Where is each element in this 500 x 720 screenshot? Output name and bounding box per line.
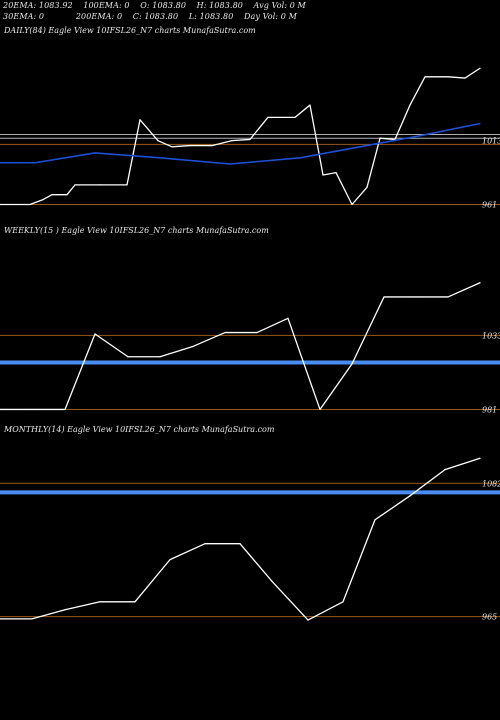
daily-price-line	[0, 67, 481, 206]
daily-price-point	[29, 203, 31, 206]
daily-ema-point	[419, 135, 421, 137]
daily-price-point	[157, 140, 159, 142]
daily-chart: 1013 961	[0, 67, 500, 209]
weekly-price-point	[415, 296, 417, 298]
monthly-price-point	[271, 580, 273, 582]
ema20-readout: 20EMA: 1083.92	[3, 1, 73, 10]
daily-ema-point	[479, 122, 481, 125]
daily-price-point	[294, 116, 296, 118]
weekly-y-tick-label: 1033	[482, 331, 500, 340]
close-readout: C: 1083.80	[132, 12, 179, 21]
ema100-readout: 100EMA: 0	[83, 1, 130, 10]
daily-price-point	[74, 184, 76, 186]
daily-price-point	[366, 186, 368, 188]
weekly-price-point	[287, 317, 289, 319]
weekly-price-point	[319, 408, 321, 411]
daily-ema-line	[0, 122, 481, 165]
daily-ema-point	[94, 152, 96, 154]
weekly-price-point	[127, 356, 129, 358]
day-vol-readout: Day Vol: 0 M	[243, 12, 297, 21]
daily-price-point	[99, 184, 101, 186]
monthly-price-point	[64, 609, 66, 611]
daily-price-point	[42, 198, 44, 201]
daily-price-point	[322, 174, 324, 176]
monthly-price-point	[31, 618, 33, 620]
weekly-price-point	[256, 331, 258, 334]
daily-price-point	[379, 137, 381, 139]
monthly-price-point	[0, 618, 1, 620]
monthly-price-point	[99, 601, 101, 603]
daily-ema-point	[0, 162, 1, 164]
high-readout: H: 1083.80	[196, 1, 243, 10]
monthly-price-point	[204, 543, 206, 545]
avg-vol-readout: Avg Vol: 0 M	[253, 1, 306, 10]
monthly-price-point	[239, 543, 241, 545]
daily-price-point	[139, 119, 141, 121]
daily-price-point	[351, 203, 353, 206]
low-readout: L: 1083.80	[188, 12, 234, 21]
header-row-1: 20EMA: 1083.92 100EMA: 0 O: 1083.80 H: 1…	[3, 1, 306, 10]
monthly-chart: 1082 965	[0, 457, 500, 622]
daily-price-point	[0, 203, 1, 206]
monthly-price-point	[444, 469, 446, 471]
weekly-price-point	[351, 363, 353, 365]
daily-chart-title: DAILY(84) Eagle View 10IFSL26_N7 charts …	[4, 26, 256, 35]
daily-y-tick-label: 1013	[482, 137, 500, 146]
daily-ema-point	[359, 146, 361, 148]
weekly-price-point	[191, 346, 193, 348]
weekly-price-point	[479, 282, 481, 284]
daily-price-point	[189, 144, 191, 147]
weekly-chart: 1033 981	[0, 282, 500, 414]
daily-price-point	[211, 144, 213, 147]
daily-price-point	[464, 77, 466, 79]
monthly-price-point	[169, 559, 171, 561]
monthly-price-point	[134, 601, 136, 603]
ema200-readout: 200EMA: 0	[75, 12, 123, 21]
monthly-y-tick-label: 965	[482, 613, 497, 622]
monthly-price-point	[307, 619, 309, 621]
daily-price-point	[66, 194, 68, 196]
weekly-price-point	[31, 408, 33, 411]
monthly-price-point	[409, 495, 411, 497]
daily-price-point	[231, 140, 233, 142]
daily-ema-point	[34, 162, 36, 164]
ema30-readout: 30EMA: 0	[3, 12, 45, 21]
monthly-price-point	[342, 601, 344, 603]
daily-price-point	[424, 76, 426, 78]
daily-y-tick-label: 961	[482, 200, 497, 209]
daily-ema-point	[229, 163, 231, 165]
weekly-price-point	[0, 408, 1, 411]
daily-price-point	[126, 184, 128, 186]
weekly-chart-title: WEEKLY(15 ) Eagle View 10IFSL26_N7 chart…	[4, 226, 269, 235]
daily-price-point	[335, 171, 337, 174]
monthly-price-point	[374, 519, 376, 521]
weekly-price-point	[224, 331, 226, 334]
daily-price-point	[409, 104, 411, 106]
weekly-price-point	[64, 408, 66, 411]
daily-price-point	[479, 67, 481, 69]
weekly-price-line	[0, 282, 481, 411]
monthly-chart-title: MONTHLY(14) Eagle View 10IFSL26_N7 chart…	[4, 425, 275, 434]
weekly-price-point	[94, 333, 96, 335]
weekly-y-tick-label: 981	[482, 405, 497, 414]
weekly-price-point	[383, 296, 385, 298]
monthly-y-tick-label: 1082	[482, 479, 500, 488]
monthly-price-line	[0, 457, 481, 621]
open-readout: O: 1083.80	[140, 1, 187, 10]
daily-price-point	[309, 104, 311, 106]
header-row-2: 30EMA: 0 200EMA: 0 C: 1083.80 L: 1083.80…	[3, 12, 297, 21]
weekly-price-point	[159, 356, 161, 358]
monthly-price-point	[479, 457, 481, 459]
weekly-price-point	[447, 296, 449, 298]
daily-price-point	[249, 138, 251, 141]
daily-ema-point	[159, 157, 161, 159]
daily-price-point	[171, 146, 173, 148]
daily-ema-point	[299, 157, 301, 159]
daily-price-point	[51, 194, 53, 196]
daily-price-point	[447, 76, 449, 78]
daily-price-point	[267, 116, 269, 118]
